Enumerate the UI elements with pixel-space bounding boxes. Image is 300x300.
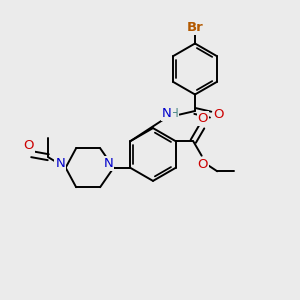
Text: Br: Br — [187, 21, 203, 34]
Text: N: N — [103, 157, 113, 170]
Text: O: O — [214, 108, 224, 121]
Text: H: H — [169, 106, 178, 120]
Text: O: O — [198, 158, 208, 171]
Text: O: O — [23, 139, 34, 152]
Text: N: N — [56, 157, 65, 170]
Text: N: N — [162, 106, 172, 120]
Text: O: O — [198, 112, 208, 125]
